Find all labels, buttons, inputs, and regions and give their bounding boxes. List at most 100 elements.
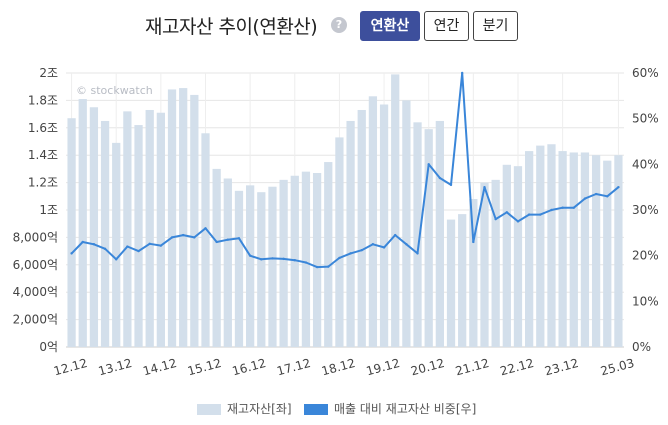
bar[interactable] xyxy=(536,145,545,347)
bar[interactable] xyxy=(257,192,266,347)
bar[interactable] xyxy=(391,74,400,348)
bar[interactable] xyxy=(190,94,199,347)
line-point[interactable] xyxy=(304,261,308,264)
line-point[interactable] xyxy=(539,213,542,216)
line-point[interactable] xyxy=(204,227,207,230)
line-point[interactable] xyxy=(282,257,285,261)
bar[interactable] xyxy=(346,120,355,347)
bar[interactable] xyxy=(379,104,389,347)
legend-item-bars[interactable]: 재고자산[좌] xyxy=(197,400,292,417)
line-point[interactable] xyxy=(449,183,453,187)
line-point[interactable] xyxy=(170,236,174,239)
bar[interactable] xyxy=(134,125,143,347)
bar[interactable] xyxy=(246,185,255,347)
bar[interactable] xyxy=(89,107,99,347)
bar[interactable] xyxy=(145,109,154,348)
line-point[interactable] xyxy=(527,213,531,216)
line-point[interactable] xyxy=(371,243,375,246)
line-point[interactable] xyxy=(293,259,296,262)
bar[interactable] xyxy=(100,120,110,347)
line-point[interactable] xyxy=(92,243,96,246)
line-point[interactable] xyxy=(271,257,274,260)
bar[interactable] xyxy=(301,171,311,347)
line-point[interactable] xyxy=(416,252,419,255)
line-point[interactable] xyxy=(606,195,609,198)
bar[interactable] xyxy=(558,151,567,347)
line-point[interactable] xyxy=(472,240,475,244)
line-point[interactable] xyxy=(483,185,486,189)
line-point[interactable] xyxy=(103,247,107,251)
line-point[interactable] xyxy=(594,192,598,196)
line-point[interactable] xyxy=(137,249,140,253)
bar[interactable] xyxy=(67,118,76,348)
line-point[interactable] xyxy=(193,236,196,239)
line-point[interactable] xyxy=(583,197,587,200)
bar[interactable] xyxy=(78,99,87,347)
line-point[interactable] xyxy=(248,254,252,257)
bar[interactable] xyxy=(580,152,590,347)
line-path[interactable] xyxy=(70,72,620,269)
bar[interactable] xyxy=(502,164,511,347)
bar[interactable] xyxy=(469,199,478,347)
bar[interactable] xyxy=(279,179,288,347)
bar[interactable] xyxy=(547,144,556,347)
line-point[interactable] xyxy=(427,163,430,166)
line-point[interactable] xyxy=(494,217,497,221)
line-point[interactable] xyxy=(516,220,520,223)
bar[interactable] xyxy=(435,120,444,347)
bar[interactable] xyxy=(603,160,612,347)
line-point[interactable] xyxy=(115,258,118,261)
line-point[interactable] xyxy=(460,71,464,75)
line-point[interactable] xyxy=(382,246,386,249)
bar[interactable] xyxy=(268,186,277,347)
line-point[interactable] xyxy=(81,240,84,244)
bar[interactable] xyxy=(223,178,232,347)
bar[interactable] xyxy=(458,214,467,347)
bar[interactable] xyxy=(312,173,322,347)
bar[interactable] xyxy=(491,179,500,347)
bar[interactable] xyxy=(201,133,210,347)
line-point[interactable] xyxy=(315,265,319,269)
line-point[interactable] xyxy=(617,185,620,189)
bar[interactable] xyxy=(402,100,411,348)
bar[interactable] xyxy=(179,88,188,347)
line-point[interactable] xyxy=(327,265,330,268)
period-button-annualized[interactable]: 연환산 xyxy=(360,11,420,41)
line-point[interactable] xyxy=(159,244,163,247)
line-point[interactable] xyxy=(70,252,73,255)
bar[interactable] xyxy=(112,142,121,347)
bar[interactable] xyxy=(212,168,221,347)
line-point[interactable] xyxy=(215,240,218,244)
line-point[interactable] xyxy=(394,233,397,237)
help-icon[interactable]: ? xyxy=(331,17,347,33)
line-point[interactable] xyxy=(505,211,509,214)
bar[interactable] xyxy=(525,151,534,347)
line-point[interactable] xyxy=(338,256,341,260)
bar[interactable] xyxy=(413,122,422,347)
line-point[interactable] xyxy=(237,237,241,240)
line-point[interactable] xyxy=(349,252,352,255)
line-point[interactable] xyxy=(181,233,185,237)
bar[interactable] xyxy=(569,152,578,347)
bar[interactable] xyxy=(335,137,344,347)
line-point[interactable] xyxy=(260,258,263,261)
line-point[interactable] xyxy=(148,242,151,245)
bar[interactable] xyxy=(446,219,456,347)
bar[interactable] xyxy=(156,112,165,347)
period-button-quarterly[interactable]: 분기 xyxy=(473,11,518,41)
line-point[interactable] xyxy=(405,243,408,246)
line-point[interactable] xyxy=(438,176,442,180)
bar[interactable] xyxy=(513,166,523,347)
bar[interactable] xyxy=(123,111,132,347)
bar[interactable] xyxy=(357,109,366,348)
line-point[interactable] xyxy=(360,248,363,252)
bar[interactable] xyxy=(167,89,177,347)
bar[interactable] xyxy=(324,162,333,347)
bar[interactable] xyxy=(234,190,244,347)
bar[interactable] xyxy=(591,155,601,347)
bar[interactable] xyxy=(614,155,623,347)
legend-item-line[interactable]: 매출 대비 재고자산 비중[우] xyxy=(304,400,476,417)
bar[interactable] xyxy=(368,96,378,347)
line-point[interactable] xyxy=(126,245,129,248)
line-point[interactable] xyxy=(561,206,564,209)
